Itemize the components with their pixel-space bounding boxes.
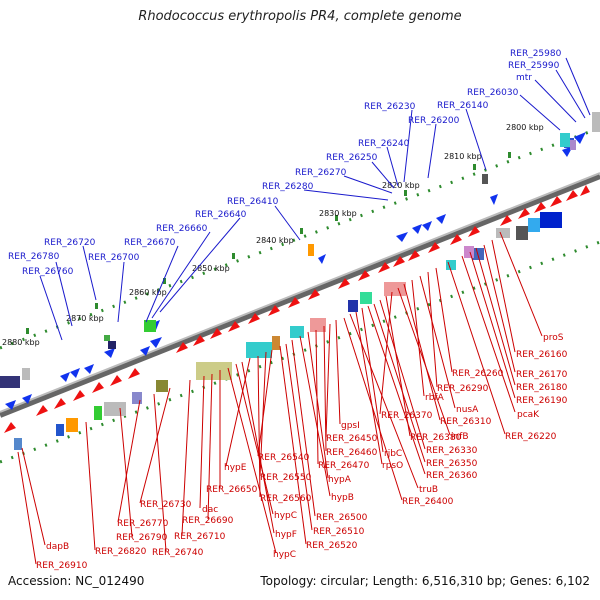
label-hypC-2: hypC <box>273 550 296 560</box>
label-pcaK: pcaK <box>517 410 540 420</box>
genome-backbone <box>0 173 600 418</box>
label-RER_26710: RER_26710 <box>174 532 226 542</box>
label-dapB: dapB <box>46 542 69 552</box>
label-RER_26650: RER_26650 <box>206 485 258 495</box>
label-RER_26670: RER_26670 <box>124 238 176 248</box>
label-RER_26720: RER_26720 <box>44 238 96 248</box>
label-hypE: hypE <box>224 463 247 473</box>
label-RER_26400: RER_26400 <box>402 497 454 507</box>
label-hypF: hypF <box>275 530 297 540</box>
label-RER_26690: RER_26690 <box>182 516 234 526</box>
label-RER_25980: RER_25980 <box>510 49 562 59</box>
kbp-label-2800: 2800 kbp <box>506 123 544 132</box>
label-RER_26220: RER_26220 <box>505 432 557 442</box>
reverse-leaders <box>17 231 543 565</box>
map-title: Rhodococcus erythropolis PR4, complete g… <box>138 9 462 24</box>
label-RER_26290: RER_26290 <box>437 384 489 394</box>
label-RER_26470: RER_26470 <box>318 461 370 471</box>
label-RER_26370: RER_26370 <box>381 411 433 421</box>
kbp-label-2840: 2840 kbp <box>256 236 294 245</box>
label-RER_26280: RER_26280 <box>262 182 314 192</box>
kbp-ticks <box>26 152 511 334</box>
kbp-label-2870: 2870 kbp <box>66 314 104 323</box>
label-dac: dac <box>202 505 218 515</box>
label-RER_25990: RER_25990 <box>508 61 560 71</box>
label-RER_26500: RER_26500 <box>316 513 368 523</box>
label-infB: infB <box>451 432 469 442</box>
label-RER_26520: RER_26520 <box>306 541 358 551</box>
label-RER_26030: RER_26030 <box>467 88 519 98</box>
label-RER_26780: RER_26780 <box>8 252 60 262</box>
label-hypA: hypA <box>328 475 352 485</box>
kbp-label-2810: 2810 kbp <box>444 152 482 161</box>
label-mtr: mtr <box>516 73 532 83</box>
label-rpsO: rpsO <box>382 461 403 471</box>
label-RER_26820: RER_26820 <box>95 547 147 557</box>
label-RER_26140: RER_26140 <box>437 101 489 111</box>
genome-backbone-highlight <box>0 172 600 413</box>
label-RER_26350: RER_26350 <box>426 459 478 469</box>
label-RER_26250: RER_26250 <box>326 153 378 163</box>
label-RER_26550: RER_26550 <box>260 473 312 483</box>
kbp-label-2820: 2820 kbp <box>382 181 420 190</box>
forward-genes <box>0 132 586 410</box>
feature-boxes-lower <box>14 212 562 450</box>
label-RER_26170: RER_26170 <box>516 370 568 380</box>
kbp-label-2850: 2850 kbp <box>192 264 230 273</box>
label-RER_26460: RER_26460 <box>326 448 378 458</box>
label-RER_26700: RER_26700 <box>88 253 140 263</box>
label-RER_26330: RER_26330 <box>426 446 478 456</box>
kbp-label-2860: 2860 kbp <box>129 288 167 297</box>
feature-boxes-upper <box>22 112 600 380</box>
label-RER_26380: RER_26380 <box>410 433 462 443</box>
label-nusA: nusA <box>456 405 479 415</box>
label-RER_26230: RER_26230 <box>364 102 416 112</box>
label-RER_26450: RER_26450 <box>326 434 378 444</box>
label-rbfA: rbfA <box>425 393 445 403</box>
label-proS: proS <box>543 333 564 343</box>
label-RER_26740: RER_26740 <box>152 548 204 558</box>
label-RER_26770: RER_26770 <box>117 519 169 529</box>
label-RER_26200: RER_26200 <box>408 116 460 126</box>
kbp-label-2880: 2880 kbp <box>2 338 40 347</box>
label-truB: truB <box>419 485 438 495</box>
label-RER_26910: RER_26910 <box>36 561 88 571</box>
label-RER_26310: RER_26310 <box>440 417 492 427</box>
label-rjbC: rjbC <box>384 449 402 459</box>
label-RER_26730: RER_26730 <box>140 500 192 510</box>
label-hypB: hypB <box>331 493 354 503</box>
label-RER_26240: RER_26240 <box>358 139 410 149</box>
reverse-genes <box>4 185 590 433</box>
label-RER_26790: RER_26790 <box>116 533 168 543</box>
label-RER_26270: RER_26270 <box>295 168 347 178</box>
accession-label: Accession: NC_012490 <box>8 574 145 588</box>
label-RER_26260: RER_26260 <box>452 369 504 379</box>
label-RER_26640: RER_26640 <box>195 210 247 220</box>
topology-label: Topology: circular; Length: 6,516,310 bp… <box>260 574 590 588</box>
label-RER_26410: RER_26410 <box>227 197 279 207</box>
label-RER_26190: RER_26190 <box>516 396 568 406</box>
label-RER_26510: RER_26510 <box>313 527 365 537</box>
label-RER_26660: RER_26660 <box>156 224 208 234</box>
label-RER_26760: RER_26760 <box>22 267 74 277</box>
label-RER_26540: RER_26540 <box>258 453 310 463</box>
kbp-label-2830: 2830 kbp <box>319 209 357 218</box>
label-gpsI: gpsI <box>341 421 360 431</box>
forward-leaders <box>39 57 591 341</box>
label-RER_26560: RER_26560 <box>260 494 312 504</box>
label-RER_26180: RER_26180 <box>516 383 568 393</box>
label-hypC-1: hypC <box>274 511 297 521</box>
label-RER_26360: RER_26360 <box>426 471 478 481</box>
label-RER_26160: RER_26160 <box>516 350 568 360</box>
